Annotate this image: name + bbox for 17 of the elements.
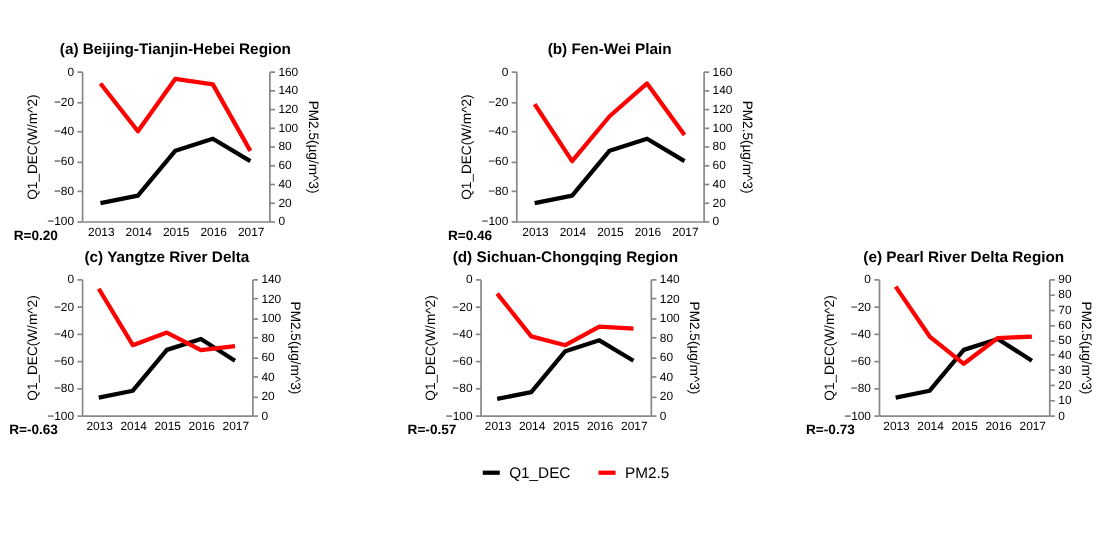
- line-series: [96, 336, 238, 400]
- line-series: [532, 81, 687, 164]
- chart-title: (d) Sichuan-Chongqing Region: [452, 248, 679, 266]
- legend-label: PM2.5: [624, 463, 670, 482]
- line-series: [495, 291, 636, 348]
- chart-title: (c) Yangtze River Delta: [84, 248, 251, 266]
- line-series: [532, 136, 687, 206]
- line-series: [893, 284, 1035, 366]
- line-series: [893, 336, 1035, 400]
- line-series: [98, 136, 253, 206]
- line-series: [96, 286, 238, 353]
- line-series: [495, 338, 636, 402]
- legend-label: Q1_DEC: [509, 463, 572, 482]
- chart-title: (e) Pearl River Delta Region: [863, 248, 1065, 266]
- line-series: [98, 76, 253, 154]
- chart-title: (b) Fen-Wei Plain: [547, 40, 673, 59]
- chart-title: (a) Beijing-Tianjin-Hebei Region: [59, 40, 292, 59]
